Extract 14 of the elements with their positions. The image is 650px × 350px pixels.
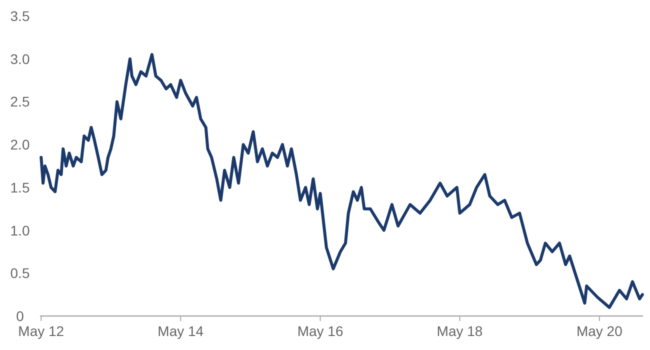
y-tick-label: 2.5: [10, 94, 30, 110]
y-tick-label: 3.5: [10, 8, 30, 24]
y-tick-label: 0.5: [10, 265, 30, 282]
y-tick-label: 1.0: [10, 222, 30, 238]
y-tick-label: 3.0: [10, 50, 30, 67]
x-tick-label: May 20: [576, 323, 623, 339]
x-tick-label: May 14: [158, 323, 204, 339]
y-tick-label: 2.0: [10, 136, 30, 153]
line-series: [40, 53, 644, 309]
x-tick-label: May 18: [436, 323, 483, 339]
x-tick-label: May 16: [297, 323, 344, 339]
x-tick-label: May 12: [18, 323, 64, 339]
y-tick-label: 1.5: [10, 179, 30, 196]
y-tick-label: 0: [16, 308, 24, 324]
